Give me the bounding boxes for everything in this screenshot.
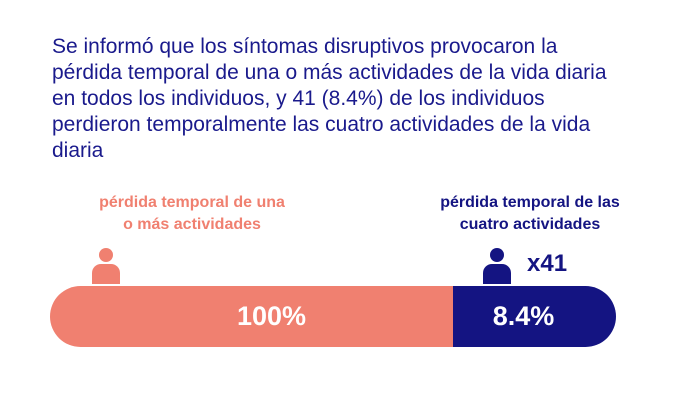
left-group-label: pérdida temporal de una o más actividade…	[62, 192, 322, 236]
bar-segment-all-activities: 100%	[50, 286, 453, 347]
left-group-label-line1: pérdida temporal de una	[99, 194, 285, 211]
proportion-bar: 100% 8.4%	[50, 286, 616, 347]
person-icon	[483, 248, 511, 284]
person-icon-body	[483, 264, 511, 284]
person-icon-head	[99, 248, 113, 262]
headline: Se informó que los síntomas disruptivos …	[52, 35, 607, 162]
bar-value-all-activities: 100%	[236, 301, 307, 331]
person-icon	[92, 248, 120, 284]
multiplier-label: x41	[527, 250, 568, 277]
right-group-label-line1: pérdida temporal de las	[440, 194, 620, 211]
bar-value-four-activities: 8.4%	[492, 301, 555, 331]
bar-segment-four-activities: 8.4%	[453, 286, 616, 347]
right-group-label: pérdida temporal de las cuatro actividad…	[400, 192, 660, 236]
right-group-label-line2: cuatro actividades	[459, 216, 601, 233]
person-icon-head	[490, 248, 504, 262]
person-icon-body	[92, 264, 120, 284]
left-group-label-line2: o más actividades	[123, 216, 261, 233]
